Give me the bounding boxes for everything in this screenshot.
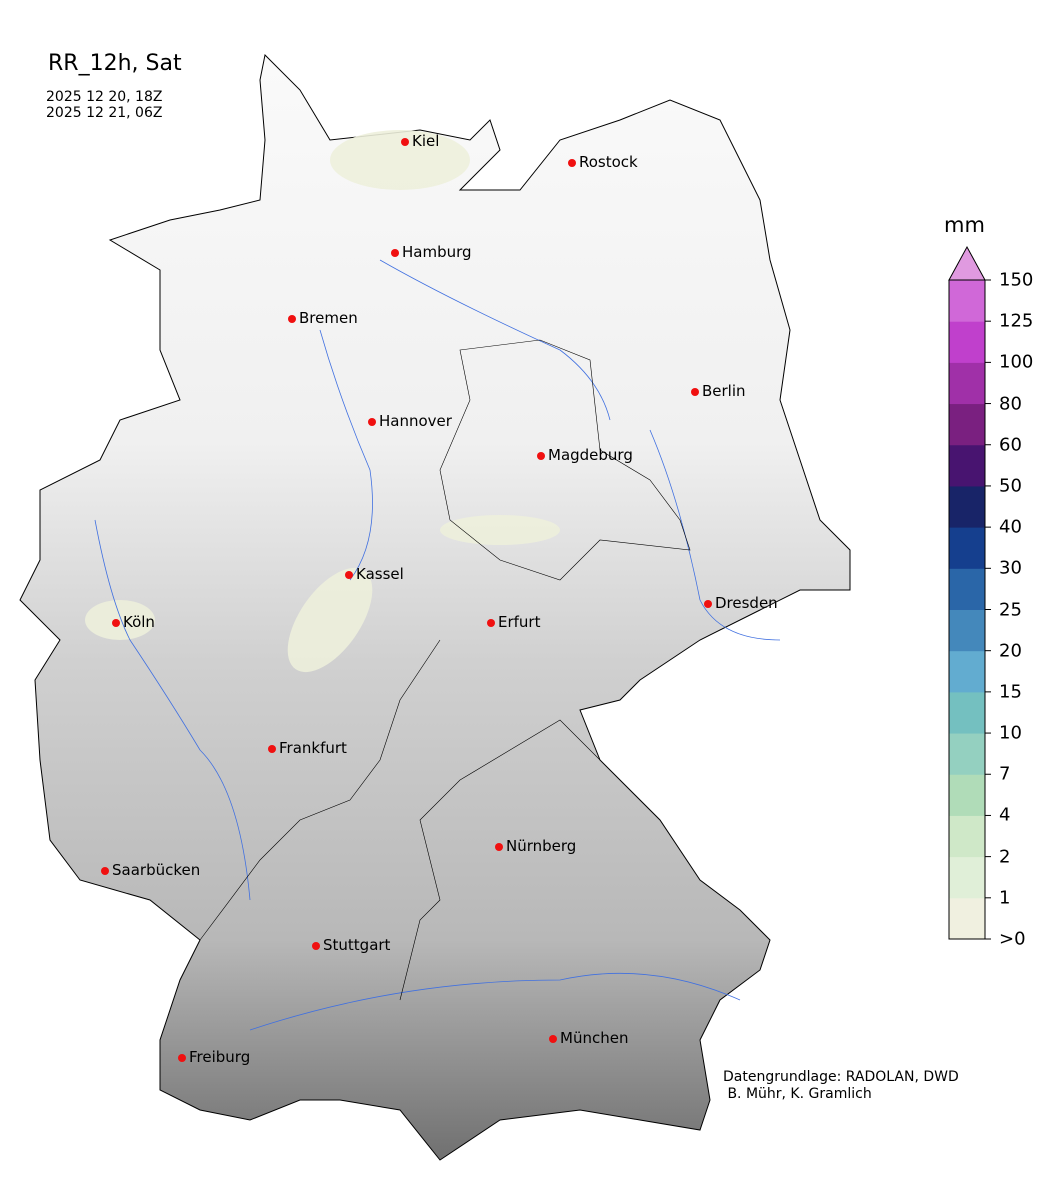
city-marker-icon xyxy=(345,570,353,579)
state-borders xyxy=(199,339,691,1001)
colorbar-tick-label: 10 xyxy=(999,722,1022,744)
city-marker-icon xyxy=(312,941,320,950)
city-name: Hamburg xyxy=(402,243,472,261)
city-bremen: Bremen xyxy=(288,309,358,327)
city-marker-icon xyxy=(368,417,376,426)
city-name: Frankfurt xyxy=(279,739,347,757)
city-name: Magdeburg xyxy=(548,446,633,464)
city-marker-icon xyxy=(568,158,576,167)
city-name: Bremen xyxy=(299,309,358,327)
colorbar-tick-label: 25 xyxy=(999,599,1022,620)
city-name: Dresden xyxy=(715,594,778,612)
city-frankfurt: Frankfurt xyxy=(268,739,347,757)
city-rostock: Rostock xyxy=(568,153,638,171)
city-marker-icon xyxy=(288,314,296,323)
city-marker-icon xyxy=(112,618,120,627)
city-marker-icon xyxy=(487,618,495,627)
colorbar-tick-label: 1 xyxy=(999,887,1011,909)
colorbar-tick-label: 7 xyxy=(999,763,1011,785)
city-marker-icon xyxy=(549,1034,557,1043)
city-hannover: Hannover xyxy=(368,412,452,430)
city-marker-icon xyxy=(495,842,503,851)
city-marker-icon xyxy=(391,248,399,257)
city-münchen: München xyxy=(549,1029,629,1047)
city-marker-icon xyxy=(178,1053,186,1062)
city-köln: Köln xyxy=(112,613,155,631)
colorbar-tick-label: 60 xyxy=(999,434,1022,456)
city-name: München xyxy=(560,1029,629,1047)
city-name: Köln xyxy=(123,613,155,631)
colorbar-tick-label: 125 xyxy=(999,310,1034,332)
city-name: Kiel xyxy=(412,132,440,150)
period-end: 2025 12 21, 06Z xyxy=(46,105,163,121)
city-stuttgart: Stuttgart xyxy=(312,936,391,954)
city-marker-icon xyxy=(101,866,109,875)
colorbar-tick-label: 20 xyxy=(999,640,1022,662)
colorbar-tick-label: 150 xyxy=(999,269,1034,291)
credit-line-1: Datengrundlage: RADOLAN, DWD xyxy=(723,1069,959,1085)
colorbar-tick-label: 80 xyxy=(999,393,1022,415)
colorbar-tick-label: 4 xyxy=(999,804,1011,826)
colorbar-tick-label: 15 xyxy=(999,681,1022,703)
city-name: Stuttgart xyxy=(323,936,391,954)
colorbar-unit: mm xyxy=(944,213,985,237)
city-name: Berlin xyxy=(702,382,746,400)
germany-outline xyxy=(19,53,851,1161)
city-magdeburg: Magdeburg xyxy=(537,446,633,464)
city-marker-icon xyxy=(401,137,409,146)
city-berlin: Berlin xyxy=(691,382,746,400)
city-erfurt: Erfurt xyxy=(487,613,541,631)
city-dresden: Dresden xyxy=(704,594,778,612)
map-title: RR_12h, Sat xyxy=(48,51,182,76)
city-nürnberg: Nürnberg xyxy=(495,837,577,855)
city-name: Rostock xyxy=(579,153,638,171)
city-name: Freiburg xyxy=(189,1048,251,1066)
colorbar-tick-label: 40 xyxy=(999,516,1022,538)
city-kassel: Kassel xyxy=(345,565,404,583)
city-kiel: Kiel xyxy=(401,132,440,150)
city-marker-icon xyxy=(704,599,712,608)
colorbar-tick-label: 2 xyxy=(999,846,1011,868)
city-hamburg: Hamburg xyxy=(391,243,472,261)
city-marker-icon xyxy=(691,387,699,396)
credit-line-2: B. Mühr, K. Gramlich xyxy=(723,1086,872,1102)
colorbar-tick-label: 30 xyxy=(999,557,1022,579)
colorbar-tick-label: >0 xyxy=(999,928,1026,950)
city-name: Hannover xyxy=(379,412,452,430)
colorbar-tick-label: 100 xyxy=(999,351,1034,373)
city-name: Nürnberg xyxy=(506,837,577,855)
city-name: Erfurt xyxy=(498,613,541,631)
precip-areas xyxy=(85,130,560,673)
city-freiburg: Freiburg xyxy=(178,1048,251,1066)
city-name: Saarbücken xyxy=(112,861,201,879)
city-saarbücken: Saarbücken xyxy=(101,861,201,879)
city-marker-icon xyxy=(537,451,545,460)
city-name: Kassel xyxy=(356,565,404,583)
colorbar-tick-label: 50 xyxy=(999,475,1022,497)
city-marker-icon xyxy=(268,744,276,753)
period-start: 2025 12 20, 18Z xyxy=(46,89,163,105)
